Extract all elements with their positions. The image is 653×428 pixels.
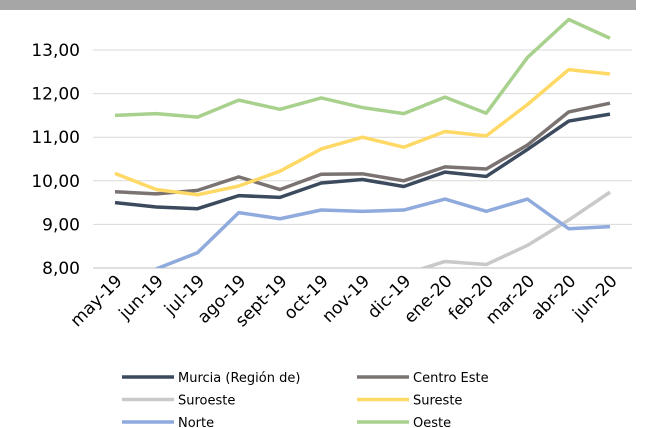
series-line [155,197,611,268]
legend-label: Centro Este [413,371,489,386]
y-tick-label: 13,00 [31,41,80,61]
series-line [114,67,611,197]
y-tick-label: 11,00 [31,128,80,148]
series-line [114,112,611,211]
legend-label: Sureste [413,394,462,409]
series-line [114,101,611,196]
legend-label: Suroeste [178,394,235,409]
y-tick-label: 9,00 [42,215,80,235]
x-tick-label: may-19 [67,271,127,331]
x-tick-label: jun-20 [568,271,621,324]
header-banner [0,0,636,10]
legend-label: Norte [178,416,214,428]
x-tick-label: abr-20 [527,271,580,324]
x-tick-label: jun-19 [115,271,168,324]
y-tick-label: 10,00 [31,172,80,192]
series-line [362,190,611,268]
plot-area [114,17,611,268]
legend-label: Oeste [413,416,451,428]
legend-label: Murcia (Región de) [178,371,300,386]
y-tick-label: 12,00 [31,85,80,105]
series-line [114,17,611,119]
y-tick-label: 8,00 [42,259,80,279]
